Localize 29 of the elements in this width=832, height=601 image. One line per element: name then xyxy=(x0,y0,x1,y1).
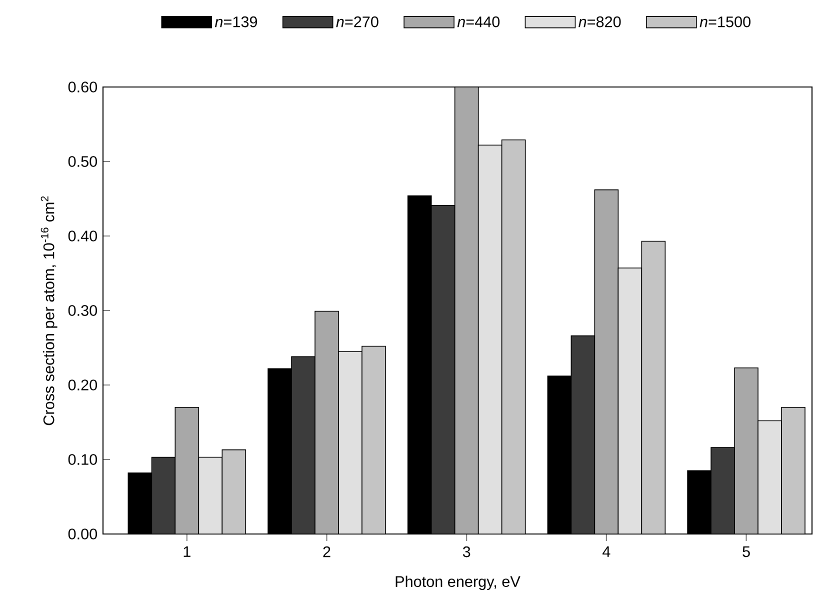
y-tick-label: 0.60 xyxy=(68,82,98,92)
x-axis-title: Photon energy, eV xyxy=(396,576,520,590)
x-tick-label: 4 xyxy=(602,546,610,557)
legend-label: n=270 xyxy=(336,16,378,28)
bar xyxy=(430,205,456,534)
bar xyxy=(710,447,735,534)
y-axis-title: Cross section per atom, 10$^{-16}$ cm$^{2}$ xyxy=(40,196,58,426)
x-tick-label: 2 xyxy=(323,546,330,558)
bar xyxy=(151,456,176,534)
bar xyxy=(198,456,223,534)
y-tick-label: 0.20 xyxy=(68,380,98,390)
bar xyxy=(478,144,502,534)
legend-label: n=820 xyxy=(578,16,621,28)
y-tick-label: 0.50 xyxy=(68,156,98,167)
legend-label: n=1500 xyxy=(700,16,750,28)
x-tick-label: 1 xyxy=(184,546,190,557)
y-tick-label: 0.30 xyxy=(68,305,98,316)
x-tick-label: 5 xyxy=(742,546,750,558)
bar xyxy=(618,268,642,534)
y-tick-label: 0.10 xyxy=(68,454,98,465)
bar xyxy=(570,335,596,534)
bar xyxy=(338,351,362,534)
y-tick-label: 0.40 xyxy=(68,230,98,242)
legend-label: n=139 xyxy=(214,16,258,28)
x-tick-label: 3 xyxy=(462,546,470,558)
y-tick-label: 0.00 xyxy=(68,528,98,540)
bar xyxy=(758,420,782,534)
legend-label: n=440 xyxy=(457,16,500,28)
bar xyxy=(291,356,316,534)
